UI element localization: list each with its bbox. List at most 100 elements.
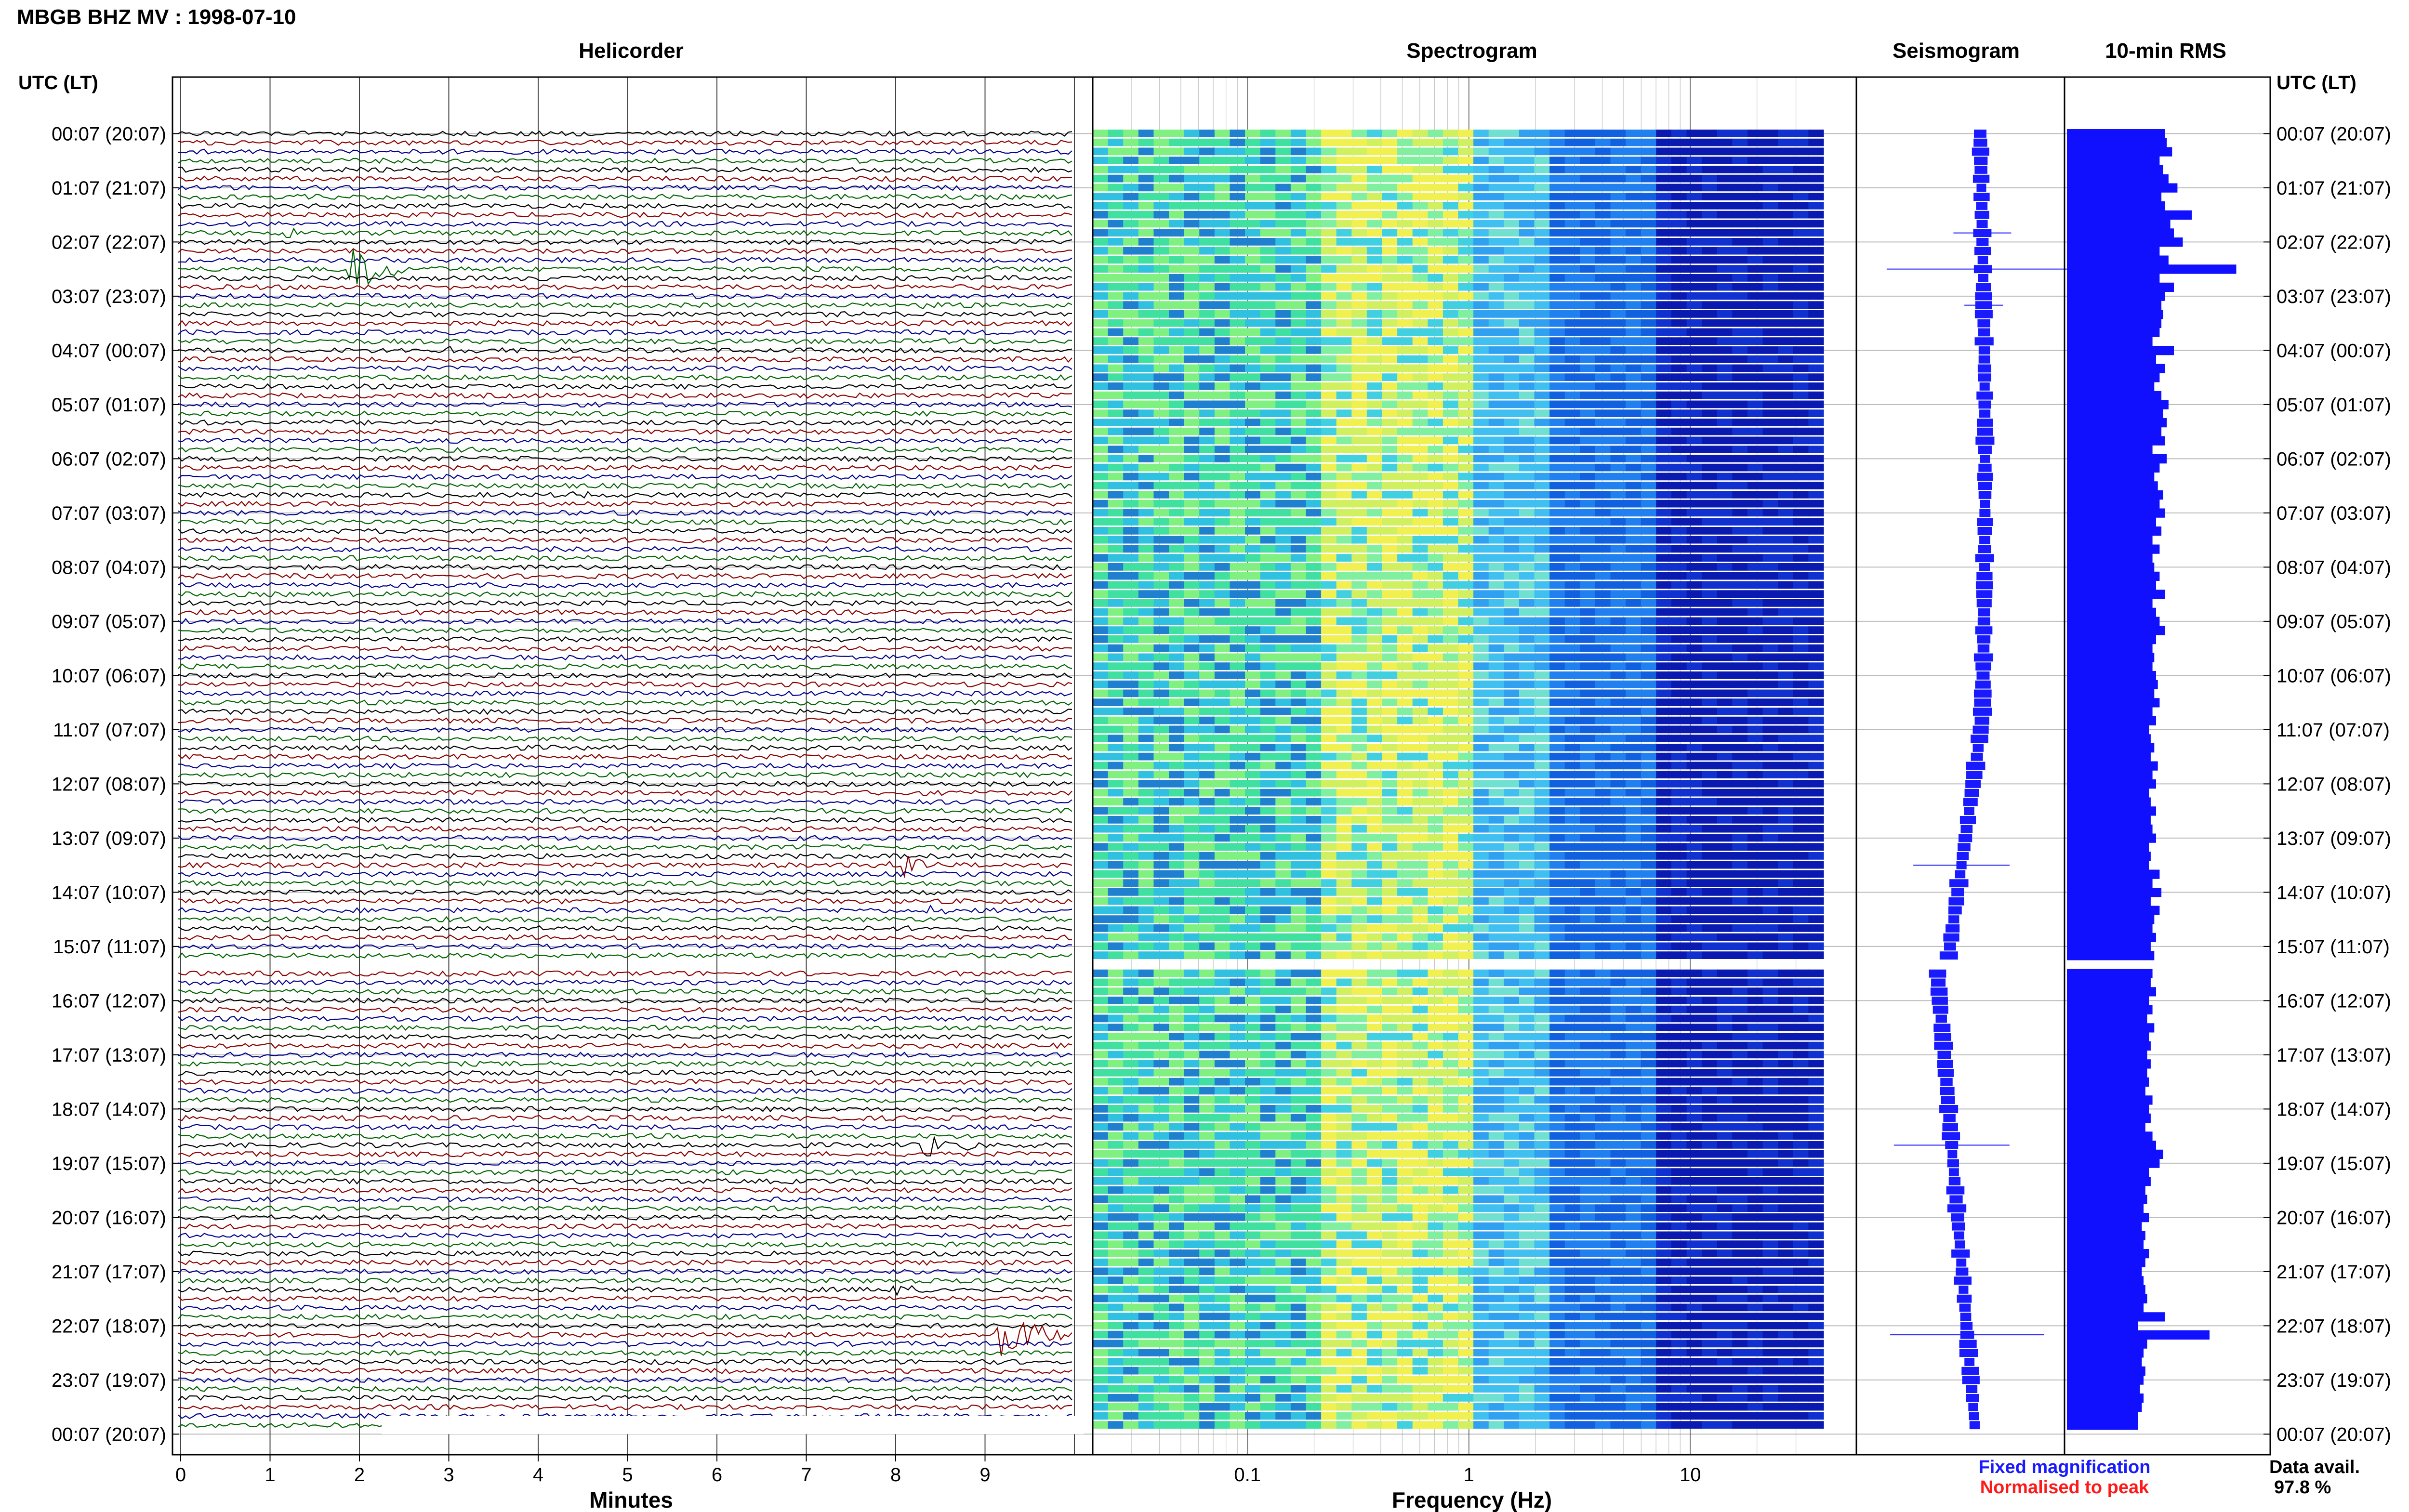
spectrogram-cell	[1549, 716, 1565, 724]
spectrogram-cell	[1580, 744, 1596, 751]
spectrogram-cell	[1214, 725, 1231, 734]
spectrogram-cell	[1230, 816, 1245, 824]
spectrogram-cell	[1230, 184, 1245, 192]
spectrogram-cell	[1336, 554, 1352, 562]
spectrogram-cell	[1762, 482, 1778, 489]
spectrogram-cell	[1290, 436, 1307, 445]
spectrogram-cell	[1488, 662, 1504, 670]
spectrogram-cell	[1260, 879, 1276, 887]
spectrogram-cell	[1534, 789, 1550, 797]
spectrogram-cell	[1686, 292, 1702, 300]
spectrogram-cell	[1169, 735, 1185, 742]
spectrogram-cell	[1534, 319, 1550, 327]
spectrogram-cell	[1808, 635, 1824, 643]
spectrogram-cell	[1504, 915, 1520, 923]
spectrogram-cell	[1412, 446, 1428, 453]
spectrogram-cell	[1214, 933, 1231, 941]
spectrogram-cell	[1762, 825, 1778, 833]
spectrogram-cell	[1351, 1014, 1367, 1023]
spectrogram-cell	[1245, 545, 1261, 553]
spectrogram-cell	[1123, 644, 1139, 652]
spectrogram-cell	[1717, 536, 1733, 544]
spectrogram-cell	[1169, 1051, 1185, 1059]
spectrogram-cell	[1230, 689, 1245, 697]
spectrogram-cell	[1641, 419, 1656, 426]
spectrogram-cell	[1169, 1033, 1185, 1040]
spectrogram-cell	[1641, 130, 1656, 137]
spectrogram-cell	[1260, 1005, 1276, 1013]
spectrogram-cell	[1564, 680, 1580, 688]
spectrogram-cell	[1534, 202, 1550, 210]
spectrogram-cell	[1214, 419, 1231, 426]
spectrogram-cell	[1519, 463, 1535, 472]
spectrogram-cell	[1245, 689, 1261, 697]
spectrogram-cell	[1138, 346, 1154, 354]
spectrogram-cell	[1778, 301, 1794, 309]
spectrogram-cell	[1595, 870, 1611, 878]
spectrogram-cell	[1488, 762, 1504, 770]
spectrogram-cell	[1702, 1033, 1718, 1040]
spectrogram-cell	[1230, 978, 1245, 986]
spectrogram-cell	[1169, 888, 1185, 896]
spectrogram-cell	[1290, 247, 1307, 255]
spectrogram-cell	[1504, 166, 1520, 173]
spectrogram-cell	[1169, 265, 1185, 273]
spectrogram-cell	[1610, 174, 1626, 183]
spectrogram-cell	[1626, 509, 1641, 517]
spectrogram-cell	[1184, 997, 1200, 1004]
spectrogram-cell	[1762, 581, 1778, 589]
spectrogram-cell	[1808, 816, 1824, 824]
spectrogram-cell	[1153, 843, 1169, 851]
spectrogram-cell	[1397, 978, 1413, 986]
spectrogram-cell	[1671, 337, 1687, 345]
spectrogram-cell	[1580, 518, 1596, 526]
spectrogram-cell	[1123, 247, 1139, 255]
spectrogram-cell	[1626, 617, 1641, 625]
spectrogram-cell	[1366, 870, 1383, 878]
spectrogram-cell	[1778, 852, 1794, 860]
spectrogram-cell	[1488, 391, 1504, 399]
spectrogram-cell	[1351, 193, 1367, 200]
spectrogram-cell	[1595, 635, 1611, 643]
spectrogram-cell	[1762, 166, 1778, 173]
spectrogram-cell	[1214, 373, 1231, 381]
spectrogram-cell	[1732, 870, 1748, 878]
spectrogram-cell	[1488, 184, 1504, 192]
spectrogram-cell	[1793, 283, 1809, 291]
spectrogram-cell	[1656, 229, 1672, 237]
spectrogram-cell	[1366, 771, 1383, 778]
spectrogram-cell	[1595, 581, 1611, 589]
spectrogram-cell	[1290, 536, 1307, 544]
spectrogram-cell	[1382, 626, 1398, 634]
spectrogram-cell	[1519, 581, 1535, 589]
spectrogram-cell	[1169, 635, 1185, 643]
spectrogram-cell	[1778, 409, 1794, 417]
spectrogram-cell	[1747, 617, 1763, 625]
spectrogram-cell	[1123, 455, 1139, 462]
spectrogram-cell	[1626, 933, 1641, 941]
spectrogram-cell	[1184, 527, 1200, 535]
spectrogram-cell	[1321, 509, 1337, 517]
spectrogram-cell	[1717, 671, 1733, 679]
spectrogram-cell	[1762, 130, 1778, 137]
spectrogram-cell	[1564, 1041, 1580, 1050]
spectrogram-cell	[1184, 798, 1200, 806]
spectrogram-cell	[1108, 897, 1124, 905]
spectrogram-cell	[1473, 617, 1489, 625]
spectrogram-cell	[1153, 382, 1169, 390]
spectrogram-cell	[1793, 500, 1809, 508]
spectrogram-cell	[1138, 879, 1154, 887]
spectrogram-cell	[1808, 202, 1824, 210]
spectrogram-cell	[1626, 951, 1641, 959]
spectrogram-cell	[1093, 157, 1109, 164]
spectrogram-cell	[1290, 319, 1307, 327]
spectrogram-cell	[1123, 689, 1139, 697]
spectrogram-cell	[1732, 708, 1748, 715]
spectrogram-cell	[1519, 924, 1535, 932]
spectrogram-cell	[1504, 798, 1520, 806]
spectrogram-cell	[1626, 247, 1641, 255]
spectrogram-cell	[1564, 744, 1580, 751]
spectrogram-cell	[1473, 780, 1489, 788]
spectrogram-cell	[1747, 554, 1763, 562]
spectrogram-cell	[1686, 987, 1702, 995]
